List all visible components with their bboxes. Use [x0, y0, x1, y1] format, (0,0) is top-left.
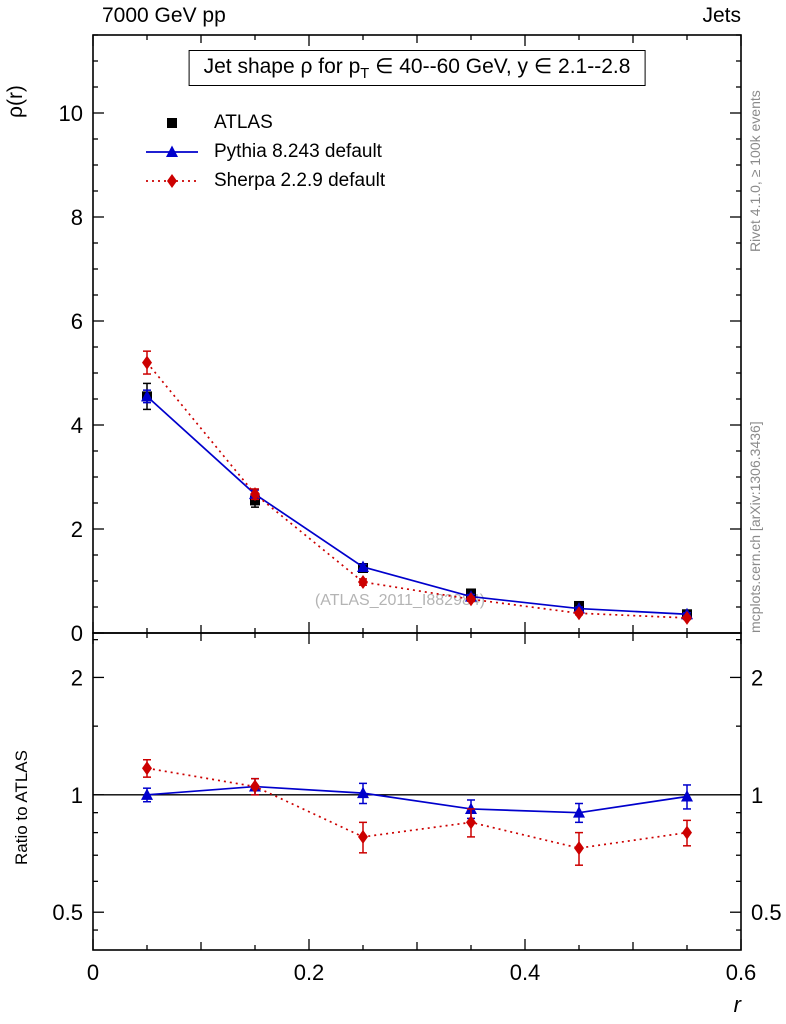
plot-title-post: ∈ 40--60 GeV, y ∈ 2.1--2.8 — [369, 55, 631, 78]
beam-energy-label: 7000 GeV pp — [102, 4, 226, 27]
series-line — [146, 395, 688, 616]
marker-diamond — [250, 487, 260, 502]
main-y-tick-label: 10 — [59, 101, 83, 126]
rivet-version-note: Rivet 4.1.0, ≥ 100k events — [747, 90, 763, 252]
marker-diamond — [682, 825, 692, 840]
ratio-y-axis-label: Ratio to ATLAS — [12, 750, 31, 865]
legend-label-pythia: Pythia 8.243 default — [214, 141, 382, 162]
analysis-watermark: (ATLAS_2011_I882984) — [314, 592, 486, 609]
marker-diamond — [682, 610, 692, 625]
marker-diamond — [358, 829, 368, 844]
marker-diamond — [466, 592, 476, 607]
mcplots-reference-note: mcplots.cern.ch [arXiv:1306.3436] — [747, 421, 763, 633]
series-line — [146, 362, 688, 619]
marker-diamond — [358, 575, 368, 590]
marker-triangle — [573, 806, 585, 818]
marker-triangle — [141, 389, 153, 402]
series-line — [146, 767, 688, 849]
marker-triangle — [141, 788, 153, 800]
ratio-y-tick-label-left: 1 — [71, 783, 83, 808]
marker-diamond — [466, 815, 476, 830]
main-y-tick-label: 6 — [71, 309, 83, 334]
marker-diamond — [167, 174, 177, 188]
marker-square — [167, 118, 177, 128]
ratio-y-tick-label-left: 2 — [71, 665, 83, 690]
marker-triangle — [681, 790, 693, 802]
x-tick-label: 0 — [87, 960, 99, 985]
main-y-tick-label: 4 — [71, 413, 83, 438]
series-line — [146, 785, 688, 814]
marker-diamond — [142, 761, 152, 776]
x-axis-label: r — [733, 992, 741, 1017]
x-tick-label: 0.4 — [510, 960, 541, 985]
legend-label-sherpa: Sherpa 2.2.9 default — [214, 170, 386, 191]
ratio-y-tick-label-right: 2 — [751, 665, 763, 690]
marker-triangle — [166, 145, 178, 157]
plot-title-pre: Jet shape ρ for p — [203, 55, 361, 78]
main-y-tick-label: 8 — [71, 205, 83, 230]
x-tick-label: 0.6 — [726, 960, 757, 985]
ratio-y-tick-label-left: 0.5 — [52, 900, 83, 925]
plot-title: Jet shape ρ for pT ∈ 40--60 GeV, y ∈ 2.1… — [188, 50, 646, 87]
main-y-axis-label: ρ(r) — [4, 85, 27, 118]
plot-title-sub: T — [360, 66, 370, 83]
main-y-tick-label: 2 — [71, 517, 83, 542]
main-panel-border — [92, 34, 742, 634]
main-y-tick-label: 0 — [71, 621, 83, 646]
marker-diamond — [574, 841, 584, 856]
ratio-y-tick-label-right: 0.5 — [751, 900, 782, 925]
ratio-y-tick-label-right: 1 — [751, 783, 763, 808]
process-label: Jets — [702, 4, 741, 27]
x-tick-label: 0.2 — [294, 960, 325, 985]
legend-label-atlas: ATLAS — [214, 112, 273, 133]
marker-diamond — [574, 606, 584, 621]
marker-diamond — [250, 779, 260, 794]
marker-diamond — [142, 355, 152, 370]
marker-triangle — [357, 560, 369, 572]
marker-triangle — [357, 786, 369, 799]
